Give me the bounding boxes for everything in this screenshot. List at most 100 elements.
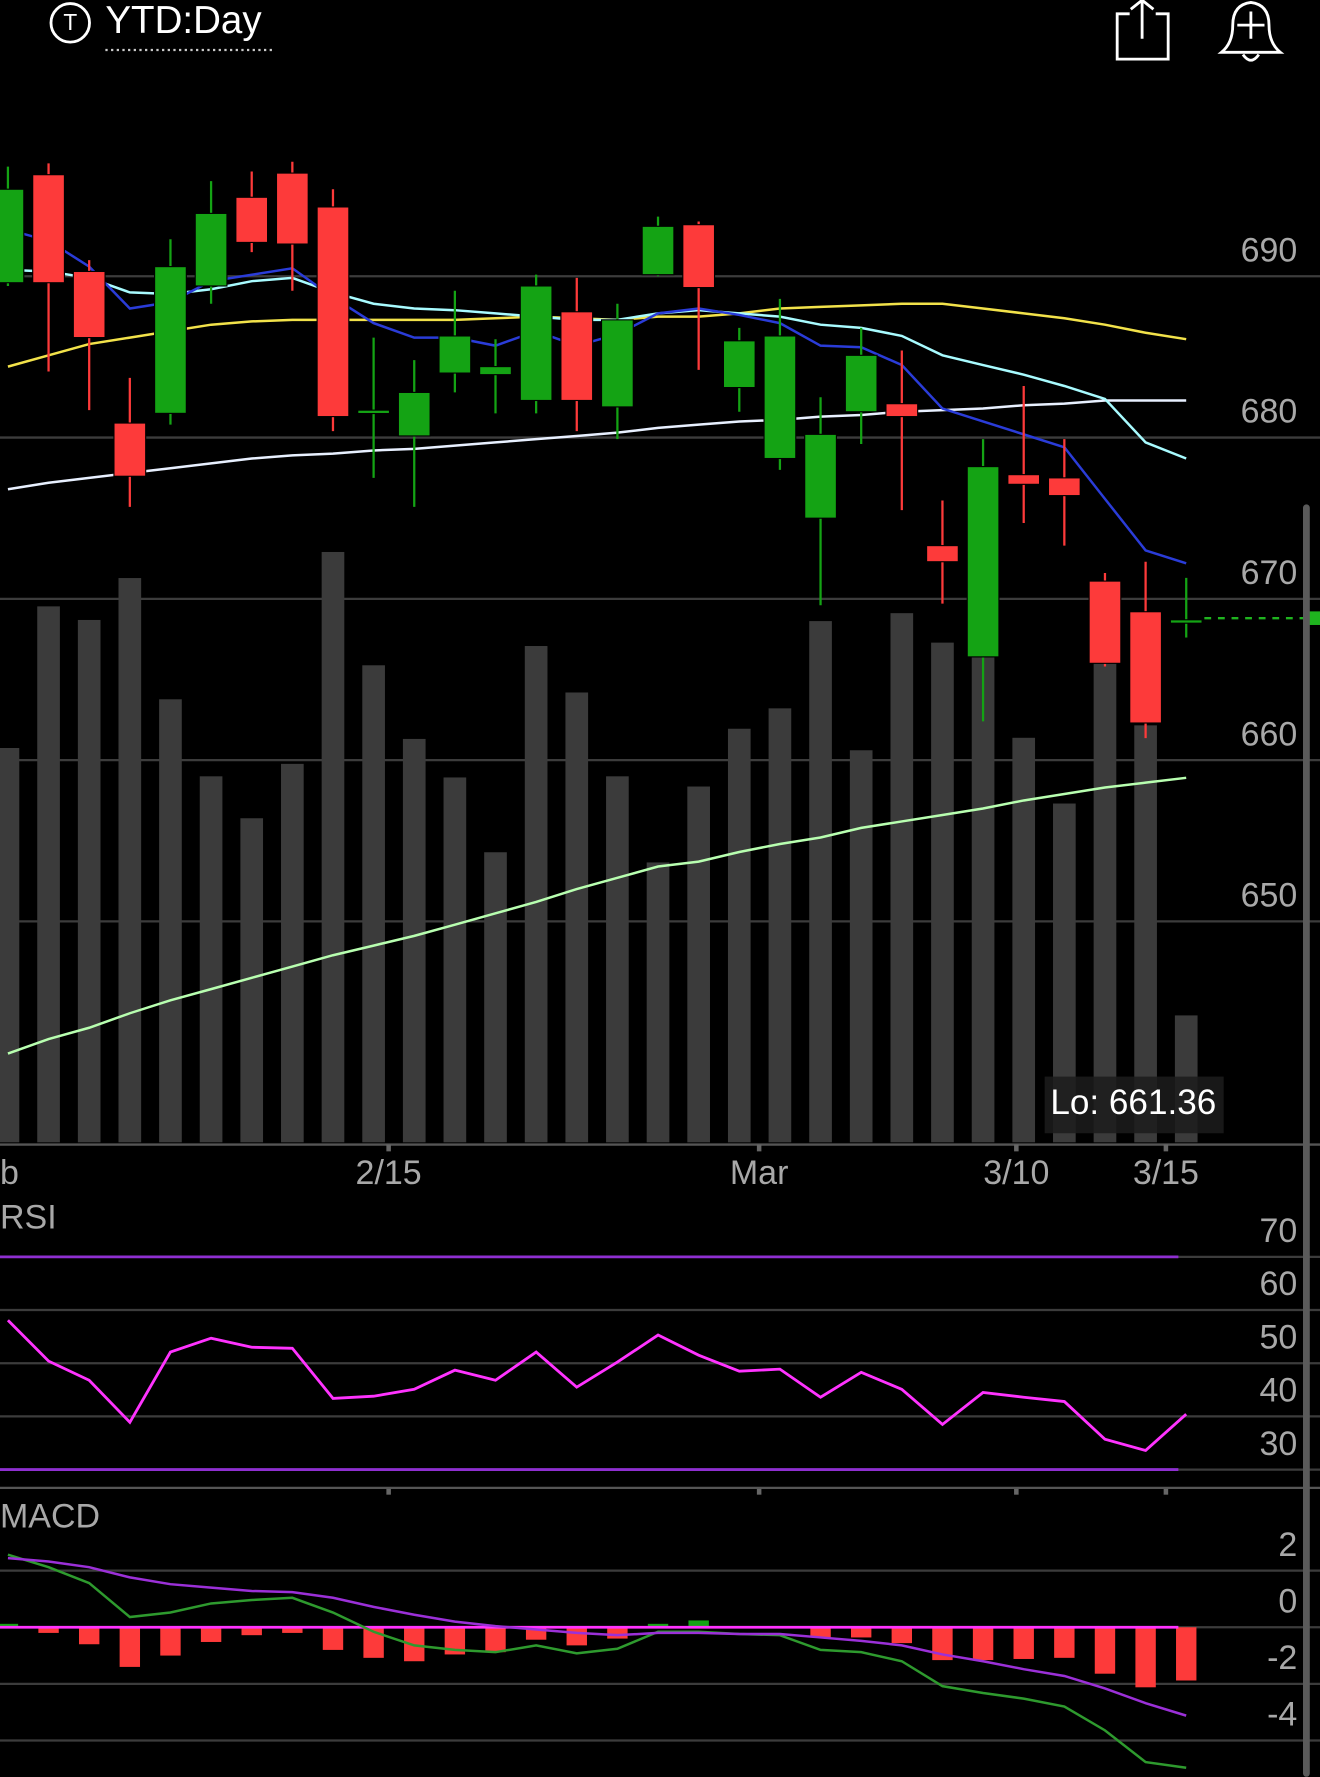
volume-bar bbox=[1093, 663, 1117, 1143]
y-tick-label: 70 bbox=[1260, 1212, 1298, 1250]
volume-bar bbox=[971, 657, 995, 1143]
macd-histogram-bar bbox=[688, 1620, 709, 1628]
macd-histogram-bar bbox=[200, 1627, 222, 1642]
volume-bar bbox=[687, 786, 710, 1143]
header[interactable]: T YTD:Day bbox=[49, 0, 275, 52]
alert-button[interactable] bbox=[1217, 1, 1285, 62]
macd-histogram-bar bbox=[607, 1627, 628, 1639]
y-tick-label: 60 bbox=[1260, 1265, 1298, 1303]
macd-histogram-bar bbox=[1176, 1627, 1197, 1681]
volume-bar bbox=[281, 763, 304, 1143]
share-icon-box bbox=[1115, 12, 1170, 61]
candle-body bbox=[275, 172, 309, 245]
candle-body bbox=[32, 174, 65, 284]
macd-histogram-bar bbox=[485, 1627, 506, 1653]
macd-line bbox=[7, 1553, 1187, 1769]
candle-body bbox=[804, 433, 837, 519]
volume-bar bbox=[890, 613, 914, 1143]
y-tick-label: -2 bbox=[1267, 1639, 1297, 1677]
volume-bar bbox=[77, 619, 101, 1143]
macd-histogram-bar bbox=[78, 1627, 100, 1645]
scrollbar[interactable] bbox=[1303, 504, 1310, 1777]
volume-bar bbox=[849, 750, 873, 1143]
macd-histogram-bar bbox=[119, 1627, 141, 1667]
candle-body bbox=[235, 196, 269, 243]
volume-bar bbox=[524, 646, 548, 1143]
y-tick-label: 670 bbox=[1241, 554, 1298, 592]
candle-body bbox=[113, 422, 147, 477]
macd-histogram-bar bbox=[1094, 1627, 1116, 1674]
volume-bar bbox=[321, 551, 345, 1143]
y-tick-label: 2 bbox=[1278, 1526, 1297, 1564]
candle-body bbox=[844, 354, 878, 413]
candle-body bbox=[72, 270, 106, 339]
y-tick-label: 40 bbox=[1260, 1372, 1298, 1410]
candle-body bbox=[1007, 474, 1041, 485]
share-button[interactable] bbox=[1115, 0, 1170, 61]
candle-body bbox=[1169, 619, 1203, 624]
macd-histogram-bar bbox=[850, 1627, 872, 1638]
low-label-box bbox=[1044, 1076, 1224, 1134]
volume-bar bbox=[37, 606, 60, 1143]
volume-bar bbox=[484, 852, 507, 1143]
candle-body bbox=[722, 340, 756, 389]
macd-histogram-bar bbox=[1013, 1627, 1034, 1659]
moving-average-line bbox=[7, 399, 1187, 491]
volume-bar bbox=[159, 699, 182, 1143]
volume-bar bbox=[809, 621, 832, 1143]
candle-body bbox=[194, 212, 228, 287]
candle-body bbox=[397, 391, 431, 437]
macd-histogram-bar bbox=[0, 1623, 19, 1628]
macd-histogram-bar bbox=[241, 1627, 262, 1636]
panel-title: MACD bbox=[0, 1497, 100, 1535]
candle-body bbox=[1088, 580, 1122, 664]
bell-plus bbox=[1237, 11, 1265, 39]
signal-line bbox=[7, 1556, 1187, 1717]
ticker-icon bbox=[49, 2, 91, 44]
candle-body bbox=[0, 188, 25, 284]
macd-histogram-bar bbox=[566, 1627, 587, 1646]
x-tick-label: 2/15 bbox=[356, 1154, 422, 1192]
macd-histogram-bar bbox=[322, 1627, 344, 1650]
bell-icon bbox=[1217, 1, 1285, 54]
candle-body bbox=[641, 225, 675, 276]
macd-histogram-bar bbox=[932, 1627, 953, 1661]
candle-body bbox=[479, 366, 512, 376]
candle-body bbox=[600, 319, 634, 408]
timeframe-title[interactable]: YTD:Day bbox=[105, 0, 262, 42]
macd-histogram-bar bbox=[444, 1627, 466, 1655]
x-tick-label: 3/15 bbox=[1133, 1154, 1199, 1192]
low-label: Lo: 661.36 bbox=[1050, 1083, 1216, 1122]
candle-body bbox=[560, 311, 594, 402]
candle-body bbox=[926, 545, 959, 563]
volume-bar bbox=[240, 818, 264, 1143]
volume-bar bbox=[1053, 803, 1076, 1143]
panel-title: RSI bbox=[0, 1198, 57, 1236]
volume-bar bbox=[402, 738, 426, 1143]
y-tick-label: -4 bbox=[1267, 1696, 1297, 1734]
volume-bar bbox=[1134, 725, 1157, 1143]
candle-body bbox=[682, 224, 716, 289]
macd-histogram-bar bbox=[160, 1627, 181, 1656]
candle-body bbox=[885, 403, 919, 418]
macd-histogram-bar bbox=[38, 1627, 59, 1633]
share-icon-arrow bbox=[1129, 0, 1155, 39]
y-tick-label: 680 bbox=[1241, 393, 1298, 431]
candle-body bbox=[438, 335, 472, 374]
ticker-icon-letter: T bbox=[63, 9, 77, 35]
y-tick-label: 0 bbox=[1278, 1582, 1297, 1620]
y-tick-label: 650 bbox=[1241, 877, 1298, 915]
volume-bar bbox=[931, 642, 954, 1143]
x-tick-label: b bbox=[0, 1154, 19, 1192]
macd-histogram-bar bbox=[1054, 1627, 1075, 1658]
volume-bar bbox=[565, 692, 589, 1143]
volume-bar bbox=[443, 777, 467, 1143]
macd-histogram-bar bbox=[891, 1627, 913, 1644]
candle-body bbox=[763, 335, 797, 460]
volume-bar bbox=[768, 708, 792, 1143]
volume-bar bbox=[0, 748, 20, 1143]
moving-average-line bbox=[7, 776, 1187, 1055]
volume-bar bbox=[118, 578, 142, 1143]
macd-histogram-bar bbox=[972, 1627, 994, 1661]
